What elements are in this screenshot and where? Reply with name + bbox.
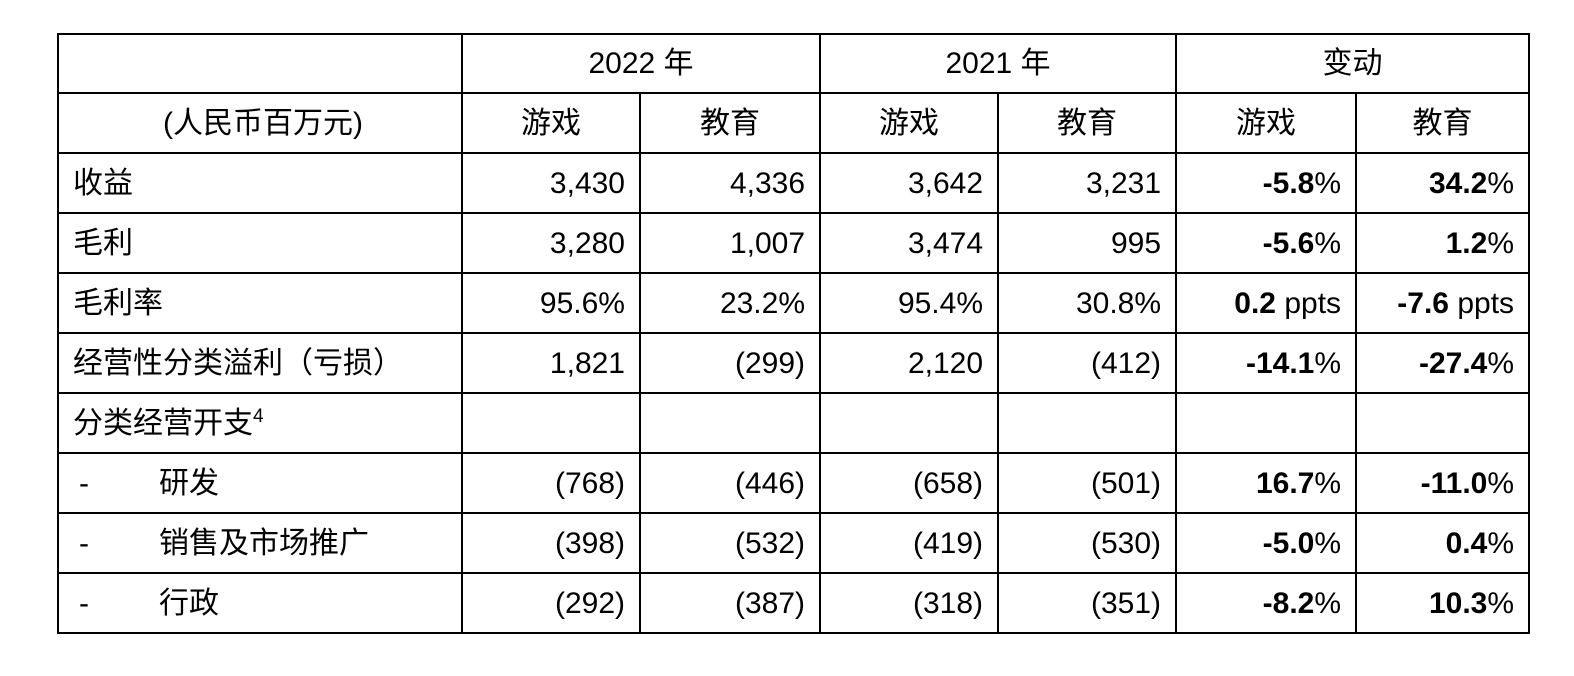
col-header-2022-education: 教育 (638, 92, 822, 154)
row-label: 分类经营开支4 (57, 392, 463, 454)
cell-2022-education: (532) (638, 512, 822, 574)
cell-2021-education (997, 392, 1178, 454)
cell-2021-games: 3,474 (819, 212, 1000, 274)
col-header-change-games: 游戏 (1175, 92, 1358, 154)
table-row-operating-segment-profit-loss: 经营性分类溢利（亏损） 1,821 (299) 2,120 (412) -14.… (57, 332, 1531, 394)
year-2022-header: 2022 年 (460, 33, 822, 94)
row-dash: - (79, 586, 89, 620)
row-label-text: 经营性分类溢利（亏损） (73, 346, 403, 380)
row-label: 毛利 (57, 212, 463, 274)
cell-2022-games: (292) (461, 572, 641, 634)
row-label: 收益 (57, 152, 463, 214)
segment-results-table: 2022 年 2021 年 变动 (人民币百万元) 游戏 教育 游戏 教育 游戏… (57, 33, 1531, 634)
cell-change-games: -14.1% (1175, 332, 1358, 394)
year-2021-header: 2021 年 (819, 33, 1178, 94)
cell-change-games: 0.2 ppts (1175, 272, 1358, 334)
cell-change-education: 0.4% (1355, 512, 1531, 574)
cell-2021-education: (530) (997, 512, 1178, 574)
cell-change-games: -8.2% (1175, 572, 1358, 634)
cell-2022-games: 3,280 (461, 212, 641, 274)
cell-2022-games (461, 392, 641, 454)
corner-empty-cell (57, 33, 463, 94)
col-header-2022-games: 游戏 (461, 92, 641, 154)
row-label-text: 毛利 (73, 226, 133, 260)
table-row-gross-profit: 毛利 3,280 1,007 3,474 995 -5.6% 1.2% (57, 212, 1531, 274)
cell-2021-games: 95.4% (819, 272, 1000, 334)
cell-2021-games: 3,642 (819, 152, 1000, 214)
row-label: 毛利率 (57, 272, 463, 334)
row-label-text: 研发 (159, 466, 219, 500)
cell-change-education: -11.0% (1355, 452, 1531, 514)
cell-2022-education: 4,336 (638, 152, 822, 214)
col-header-2021-education: 教育 (997, 92, 1178, 154)
cell-2021-education: 3,231 (997, 152, 1178, 214)
row-label-text: 行政 (159, 586, 219, 620)
row-label: - 研发 (57, 452, 463, 514)
table-row-administrative: - 行政 (292) (387) (318) (351) -8.2% 10.3% (57, 572, 1531, 634)
cell-2022-education: 23.2% (638, 272, 822, 334)
row-label: 经营性分类溢利（亏损） (57, 332, 463, 394)
cell-2022-games: (768) (461, 452, 641, 514)
cell-2022-games: 95.6% (461, 272, 641, 334)
cell-2021-games: 2,120 (819, 332, 1000, 394)
col-header-change-education: 教育 (1355, 92, 1531, 154)
row-label-text: 销售及市场推广 (159, 526, 369, 560)
cell-2022-education (638, 392, 822, 454)
cell-2022-education: (446) (638, 452, 822, 514)
row-dash: - (79, 466, 89, 500)
cell-change-education: 34.2% (1355, 152, 1531, 214)
cell-2021-games: (419) (819, 512, 1000, 574)
table-row-segment-operating-expenses: 分类经营开支4 (57, 392, 1531, 454)
cell-2022-education: (299) (638, 332, 822, 394)
table-row-selling-marketing: - 销售及市场推广 (398) (532) (419) (530) -5.0% 0… (57, 512, 1531, 574)
cell-2022-games: 3,430 (461, 152, 641, 214)
row-label: - 销售及市场推广 (57, 512, 463, 574)
cell-change-games (1175, 392, 1358, 454)
row-label: - 行政 (57, 572, 463, 634)
unit-label: (人民币百万元) (57, 92, 463, 154)
change-header: 变动 (1175, 33, 1531, 94)
cell-2022-education: 1,007 (638, 212, 822, 274)
cell-2021-education: (412) (997, 332, 1178, 394)
segment-results-table-container: 2022 年 2021 年 变动 (人民币百万元) 游戏 教育 游戏 教育 游戏… (57, 33, 1531, 634)
cell-2022-education: (387) (638, 572, 822, 634)
cell-2021-games (819, 392, 1000, 454)
table-row-gross-margin: 毛利率 95.6% 23.2% 95.4% 30.8% 0.2 ppts -7.… (57, 272, 1531, 334)
cell-2021-education: 995 (997, 212, 1178, 274)
cell-2021-games: (658) (819, 452, 1000, 514)
col-header-2021-games: 游戏 (819, 92, 1000, 154)
cell-change-games: 16.7% (1175, 452, 1358, 514)
table-row-research-development: - 研发 (768) (446) (658) (501) 16.7% -11.0% (57, 452, 1531, 514)
cell-2021-education: 30.8% (997, 272, 1178, 334)
cell-change-education: 10.3% (1355, 572, 1531, 634)
cell-change-games: -5.0% (1175, 512, 1358, 574)
cell-change-education (1355, 392, 1531, 454)
segment-header-row: (人民币百万元) 游戏 教育 游戏 教育 游戏 教育 (57, 92, 1531, 154)
cell-change-education: -27.4% (1355, 332, 1531, 394)
cell-change-education: 1.2% (1355, 212, 1531, 274)
year-header-row: 2022 年 2021 年 变动 (57, 33, 1531, 94)
cell-change-games: -5.8% (1175, 152, 1358, 214)
row-label-text: 分类经营开支 (73, 406, 253, 440)
row-label-text: 收益 (73, 166, 133, 200)
cell-2022-games: (398) (461, 512, 641, 574)
cell-2021-education: (501) (997, 452, 1178, 514)
cell-2021-games: (318) (819, 572, 1000, 634)
row-dash: - (79, 526, 89, 560)
cell-2022-games: 1,821 (461, 332, 641, 394)
footnote-marker: 4 (253, 405, 264, 427)
row-label-text: 毛利率 (73, 286, 163, 320)
table-row-revenue: 收益 3,430 4,336 3,642 3,231 -5.8% 34.2% (57, 152, 1531, 214)
cell-change-games: -5.6% (1175, 212, 1358, 274)
cell-2021-education: (351) (997, 572, 1178, 634)
cell-change-education: -7.6 ppts (1355, 272, 1531, 334)
